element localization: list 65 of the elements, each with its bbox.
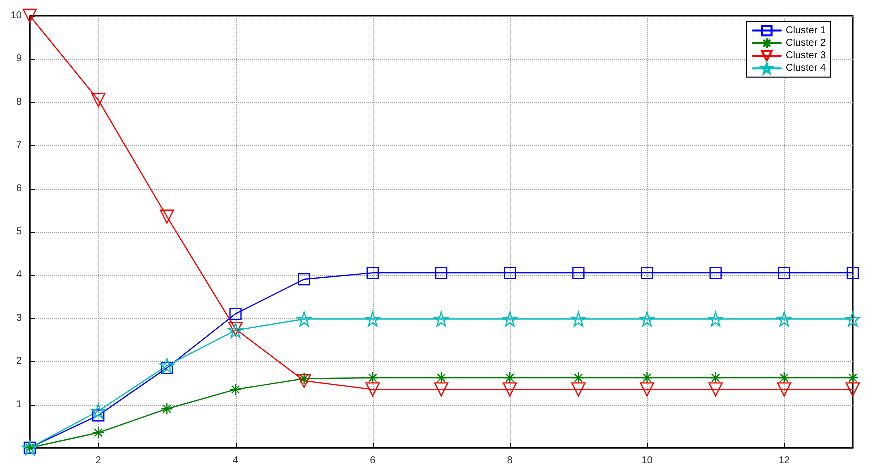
point xyxy=(776,312,792,327)
point xyxy=(297,374,312,388)
point xyxy=(846,372,860,384)
point xyxy=(846,382,860,397)
y-tick-label: 10 xyxy=(10,10,22,22)
legend-label: Cluster 1 xyxy=(786,25,826,36)
point xyxy=(845,312,861,327)
point xyxy=(502,312,518,327)
x-tick-label: 6 xyxy=(370,456,376,466)
point xyxy=(366,382,380,397)
x-tick-label: 2 xyxy=(96,456,102,466)
point xyxy=(708,312,724,327)
point xyxy=(640,312,655,327)
point xyxy=(572,382,586,397)
x-tick-label: 12 xyxy=(778,456,790,466)
point xyxy=(778,266,791,280)
legend-label: Cluster 4 xyxy=(786,63,826,74)
y-tick-label: 8 xyxy=(16,96,22,108)
point xyxy=(777,382,792,397)
y-tick-label: 7 xyxy=(16,140,22,152)
x-tick-label: 10 xyxy=(642,456,654,466)
point xyxy=(572,372,585,384)
point xyxy=(366,372,380,384)
y-tick-label: 2 xyxy=(16,356,22,368)
y-tick-label: 5 xyxy=(16,226,22,238)
point xyxy=(502,382,518,397)
point xyxy=(640,382,654,397)
point xyxy=(298,372,310,385)
point xyxy=(22,8,38,24)
y-tick-label: 4 xyxy=(16,270,22,281)
point xyxy=(710,266,722,280)
x-tick-label: 4 xyxy=(232,456,239,466)
point xyxy=(710,372,722,384)
point xyxy=(230,308,242,320)
point xyxy=(160,358,175,374)
point xyxy=(778,372,791,384)
point xyxy=(641,372,654,384)
point xyxy=(90,404,106,419)
y-tick-label: 9 xyxy=(16,54,22,65)
point xyxy=(434,312,450,327)
point xyxy=(366,266,380,280)
point xyxy=(504,372,516,384)
point xyxy=(434,382,449,397)
legend-label: Cluster 3 xyxy=(786,50,826,62)
point xyxy=(435,372,448,384)
point xyxy=(572,266,585,280)
legend-label: Cluster 2 xyxy=(786,38,826,49)
point xyxy=(296,312,312,327)
point xyxy=(846,266,860,280)
point xyxy=(504,266,516,280)
point xyxy=(708,382,723,397)
point xyxy=(641,266,654,280)
point xyxy=(571,312,586,327)
y-tick-label: 1 xyxy=(16,399,22,410)
y-tick-label: 6 xyxy=(16,183,22,194)
point xyxy=(92,426,105,439)
point xyxy=(91,93,106,108)
point xyxy=(298,273,310,286)
point xyxy=(365,312,381,327)
y-tick-label: 3 xyxy=(16,312,22,324)
point xyxy=(230,384,242,396)
x-tick-label: 8 xyxy=(507,456,514,466)
point xyxy=(161,403,174,416)
point xyxy=(435,266,448,280)
point xyxy=(160,210,174,224)
